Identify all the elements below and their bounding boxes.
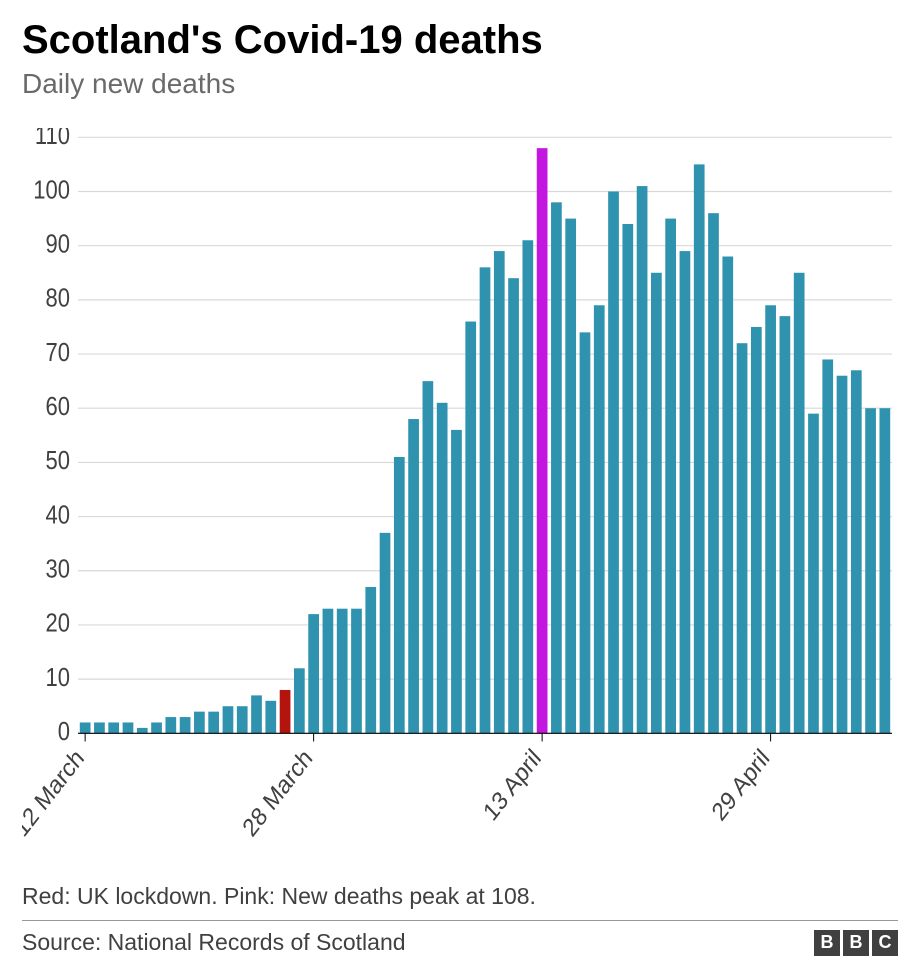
bar-chart: 0 10 20 30 40 50 60 70 80 90 100 110 12 March 28 Marc…	[22, 128, 898, 873]
bar	[722, 257, 733, 734]
chart-title: Scotland's Covid-19 deaths	[22, 18, 898, 62]
bar	[580, 332, 591, 733]
y-axis-tick-label: 70	[46, 338, 70, 367]
bar	[451, 430, 462, 733]
bar	[794, 273, 805, 734]
y-axis-tick-label: 100	[33, 176, 70, 205]
bar	[123, 722, 134, 733]
bbc-logo: BBC	[814, 930, 898, 956]
y-axis-tick-label: 30	[46, 555, 70, 584]
bar	[351, 609, 362, 734]
bar	[380, 533, 391, 733]
bar	[265, 701, 276, 734]
bar	[694, 164, 705, 733]
bbc-logo-block: B	[814, 930, 840, 956]
bbc-logo-block: B	[843, 930, 869, 956]
y-axis-tick-label: 20	[46, 609, 70, 638]
bar	[865, 408, 876, 733]
bar	[508, 278, 519, 733]
bar	[622, 224, 633, 733]
bar	[837, 376, 848, 734]
chart-footer: Source: National Records of Scotland BBC	[22, 921, 898, 956]
y-axis-tick-label: 80	[46, 284, 70, 313]
x-axis-tick-label: 13 April	[479, 744, 547, 827]
bar	[808, 414, 819, 734]
bar	[565, 219, 576, 734]
bar	[237, 706, 248, 733]
bar	[708, 213, 719, 733]
bar	[437, 403, 448, 734]
bar	[522, 240, 533, 733]
y-axis-tick-label: 10	[46, 663, 70, 692]
x-axis-tick-label: 12 March	[22, 744, 89, 843]
bar	[294, 668, 305, 733]
y-axis-tick-label: 0	[58, 718, 70, 747]
bar	[737, 343, 748, 733]
bar	[137, 728, 148, 733]
y-axis-tick-label: 60	[46, 392, 70, 421]
bar	[80, 722, 91, 733]
bar	[494, 251, 505, 733]
bar	[194, 712, 205, 734]
y-axis-tick-label: 110	[35, 128, 70, 151]
bar	[308, 614, 319, 733]
bar	[251, 695, 262, 733]
bar	[465, 322, 476, 734]
bar	[323, 609, 334, 734]
bar	[151, 722, 162, 733]
chart-caption: Red: UK lockdown. Pink: New deaths peak …	[22, 883, 898, 921]
bar	[765, 305, 776, 733]
chart-subtitle: Daily new deaths	[22, 68, 898, 100]
bar	[180, 717, 191, 733]
bar	[423, 381, 434, 733]
bar	[280, 690, 291, 733]
bar	[223, 706, 234, 733]
bar	[365, 587, 376, 733]
bar	[337, 609, 348, 734]
bar	[537, 148, 548, 733]
bar	[408, 419, 419, 733]
chart-container: 0 10 20 30 40 50 60 70 80 90 100 110 12 March 28 Marc…	[22, 128, 898, 873]
bar	[394, 457, 405, 733]
bar	[680, 251, 691, 733]
source-text: Source: National Records of Scotland	[22, 929, 406, 956]
x-axis-tick-label: 29 April	[707, 744, 775, 827]
bar	[94, 722, 105, 733]
bar	[551, 202, 562, 733]
bar	[851, 370, 862, 733]
bar	[822, 359, 833, 733]
bar	[594, 305, 605, 733]
bar	[480, 267, 491, 733]
bar	[637, 186, 648, 733]
x-axis-tick-label: 28 March	[238, 744, 318, 843]
bar	[208, 712, 219, 734]
bar	[108, 722, 119, 733]
y-axis-tick-label: 50	[46, 447, 70, 476]
bar	[165, 717, 176, 733]
bar	[880, 408, 891, 733]
bar	[780, 316, 791, 733]
bar	[751, 327, 762, 733]
bar	[665, 219, 676, 734]
bbc-logo-block: C	[872, 930, 898, 956]
bar	[651, 273, 662, 734]
y-axis-tick-label: 90	[46, 230, 70, 259]
bar	[608, 191, 619, 733]
y-axis-tick-label: 40	[46, 501, 70, 530]
